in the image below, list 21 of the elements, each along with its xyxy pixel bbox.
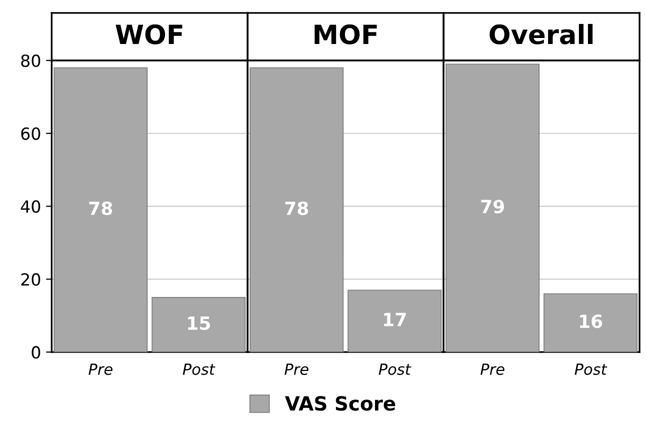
data-label: 78 [89, 202, 112, 216]
y-tick-label: 0 [32, 346, 40, 359]
x-tick-label: Pre [88, 364, 112, 376]
data-label: 17 [384, 312, 406, 326]
y-tick-label: 20 [21, 273, 40, 286]
x-tick-label: Pre [480, 364, 504, 376]
data-label: 79 [481, 200, 504, 214]
data-label: 78 [285, 202, 308, 216]
data-label: 15 [188, 316, 210, 330]
x-tick-label: Pre [284, 364, 308, 376]
data-label: 16 [580, 314, 602, 328]
x-tick-label: Post [378, 364, 412, 376]
chart-title: MOF [314, 24, 377, 44]
x-tick-label: Post [574, 364, 608, 376]
legend-label: VAS Score [284, 396, 396, 411]
y-tick-label: 40 [20, 200, 40, 213]
chart-title: WOF [116, 24, 182, 44]
chart-title: Overall [490, 24, 593, 44]
y-tick-label: 60 [21, 127, 40, 140]
y-tick-label: 80 [21, 54, 40, 68]
x-tick-label: Post [182, 364, 216, 376]
